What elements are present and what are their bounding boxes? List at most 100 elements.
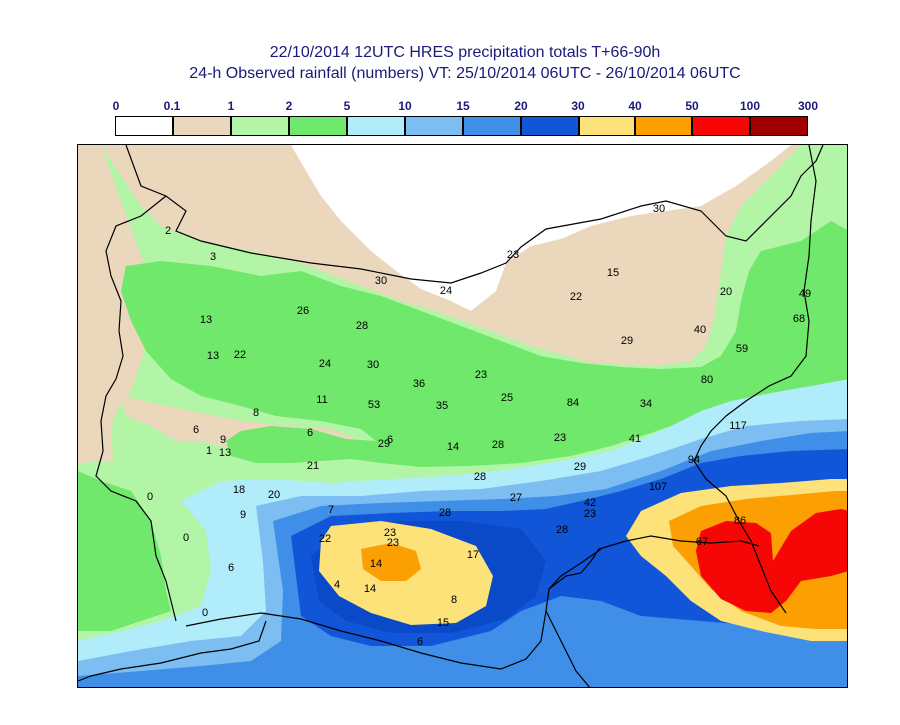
- observation-value: 59: [736, 343, 748, 355]
- colorbar-tick-label: 2: [285, 99, 293, 113]
- observation-value: 107: [649, 481, 667, 493]
- observation-value: 86: [734, 515, 746, 527]
- colorbar-tick-label: 5: [343, 99, 351, 113]
- observation-value: 20: [268, 489, 280, 501]
- map-title: 22/10/2014 12UTC HRES precipitation tota…: [269, 44, 661, 61]
- precipitation-map: 30 23 15 22 20 49 68 40 29 59 80 2 3 30 24 26 28 13 13 22 24…: [77, 144, 848, 688]
- observation-value: 0: [147, 491, 153, 503]
- observation-value: 6: [417, 636, 423, 648]
- colorbar-tick-label: 0: [112, 99, 120, 113]
- field-50-100mm: [696, 509, 847, 613]
- observation-value: 28: [492, 439, 504, 451]
- colorbar-bin-9: [635, 116, 692, 136]
- observation-value: 67: [696, 536, 708, 548]
- colorbar-tick-label: 0.1: [163, 99, 181, 113]
- observation-value: 0: [202, 607, 208, 619]
- observation-value: 6: [228, 562, 234, 574]
- colorbar-tick-label: 300: [797, 99, 819, 113]
- observation-value: 6: [193, 424, 199, 436]
- observation-value: 20: [720, 286, 732, 298]
- observation-value: 14: [370, 558, 382, 570]
- observation-value: 15: [437, 617, 449, 629]
- colorbar-tick-label: 100: [739, 99, 761, 113]
- observation-value: 36: [413, 378, 425, 390]
- observation-value: 49: [799, 288, 811, 300]
- field-40-50mm-west: [361, 543, 421, 581]
- observation-value: 15: [607, 267, 619, 279]
- colorbar-tick-label: 20: [514, 99, 528, 113]
- observation-value: 23: [384, 527, 396, 539]
- observation-value: 23: [554, 432, 566, 444]
- observation-value: 27: [510, 492, 522, 504]
- map-subtitle: 24-h Observed rainfall (numbers) VT: 25/…: [189, 65, 741, 82]
- coastline-and-borders: [78, 145, 824, 687]
- observation-value: 23: [584, 508, 596, 520]
- observation-value: 17: [467, 549, 479, 561]
- observation-value: 30: [375, 275, 387, 287]
- colorbar-tick-label: 15: [456, 99, 470, 113]
- colorbar-tick-label: 1: [227, 99, 235, 113]
- observation-value: 21: [307, 460, 319, 472]
- observation-value: 40: [694, 324, 706, 336]
- observation-value: 6: [307, 427, 313, 439]
- observation-value: 23: [475, 369, 487, 381]
- colorbar-bin-8: [579, 116, 635, 136]
- colorbar-bin-7: [521, 116, 579, 136]
- observation-value: 13: [200, 314, 212, 326]
- observation-value: 3: [210, 251, 216, 263]
- observation-value: 28: [556, 524, 568, 536]
- observation-value: 7: [328, 504, 334, 516]
- colorbar-tick-label: 10: [398, 99, 412, 113]
- colorbar-bin-11: [750, 116, 808, 136]
- colorbar-bin-10: [692, 116, 750, 136]
- observation-value: 22: [570, 291, 582, 303]
- observation-value: 80: [701, 374, 713, 386]
- colorbar-bin-2: [231, 116, 289, 136]
- observation-value: 23: [507, 249, 519, 261]
- observation-value: 23: [387, 537, 399, 549]
- colorbar-bin-3: [289, 116, 347, 136]
- observation-value: 6: [387, 434, 393, 446]
- observation-value: 4: [334, 579, 340, 591]
- colorbar-bin-6: [463, 116, 521, 136]
- observation-value: 8: [451, 594, 457, 606]
- observation-value: 9: [240, 509, 246, 521]
- observation-value: 117: [729, 420, 747, 432]
- observation-value: 13: [219, 447, 231, 459]
- observation-value: 22: [234, 349, 246, 361]
- observation-value: 0: [183, 532, 189, 544]
- observation-value: 53: [368, 399, 380, 411]
- observation-value: 13: [207, 350, 219, 362]
- colorbar-bin-5: [405, 116, 463, 136]
- observation-value: 29: [378, 438, 390, 450]
- observation-value: 94: [688, 454, 700, 466]
- observation-value: 28: [474, 471, 486, 483]
- observation-value: 28: [356, 320, 368, 332]
- colorbar-tick-label: 50: [685, 99, 699, 113]
- observation-value: 9: [220, 434, 226, 446]
- observation-value: 2: [165, 225, 171, 237]
- observation-value: 42: [584, 497, 596, 509]
- observation-value: 22: [319, 533, 331, 545]
- observation-value: 29: [621, 335, 633, 347]
- colorbar-bin-4: [347, 116, 405, 136]
- observation-value: 28: [439, 507, 451, 519]
- colorbar-tick-label: 30: [571, 99, 585, 113]
- observation-value: 26: [297, 305, 309, 317]
- field-0.1-1mm: [78, 145, 801, 463]
- field-2-5mm: [78, 221, 847, 631]
- observation-value: 84: [567, 397, 579, 409]
- observation-value: 30: [653, 203, 665, 215]
- observation-value: 14: [447, 441, 459, 453]
- observation-value: 30: [367, 359, 379, 371]
- observation-value: 14: [364, 583, 376, 595]
- observation-value: 1: [206, 445, 212, 457]
- observation-value: 29: [574, 461, 586, 473]
- field-0-0.1mm: [291, 145, 791, 311]
- observation-value: 35: [436, 400, 448, 412]
- observation-value: 24: [440, 285, 452, 297]
- colorbar-tick-label: 40: [628, 99, 642, 113]
- observation-value: 24: [319, 358, 331, 370]
